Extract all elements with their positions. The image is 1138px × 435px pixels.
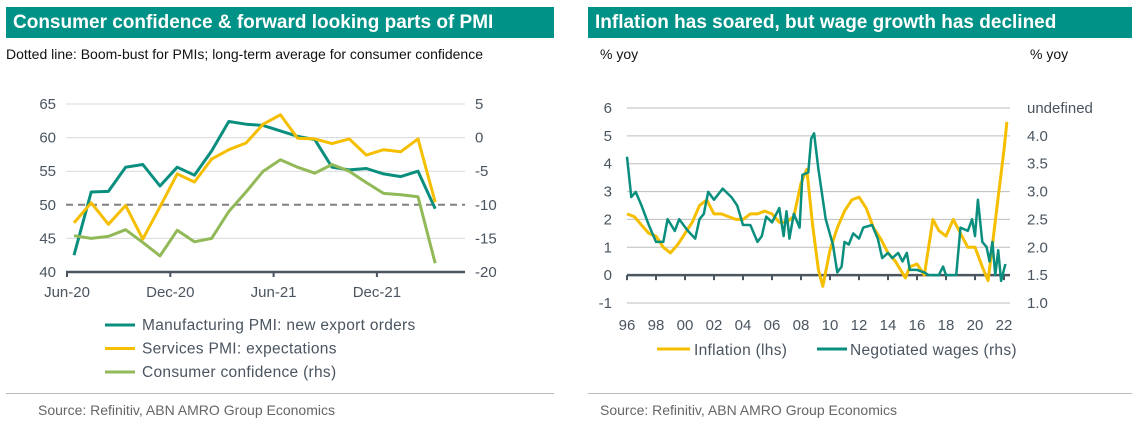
series-line-1 [72,120,437,256]
x-tick-label: 06 [764,317,781,334]
left-y-tick-label: 40 [39,264,56,281]
right-y-tick-label: 5 [475,96,483,113]
right-y-tick-label: 3.0 [1027,184,1048,201]
right-source: Source: Refinitiv, ABN AMRO Group Econom… [600,402,897,418]
x-tick-label: Jun-20 [44,284,90,301]
legend-label: Consumer confidence (rhs) [142,364,336,381]
right-rhs-unit: % yoy [1030,46,1069,62]
right-y-tick-label: 2.5 [1027,211,1048,228]
left-y-tick-label: 2 [604,211,612,228]
x-tick-label: Jun-21 [251,284,297,301]
right-y-tick-label: 1.0 [1027,295,1048,312]
series-line-1 [626,121,1009,288]
x-tick-label: 18 [938,317,955,334]
right-y-tick-label: -15 [475,230,497,247]
x-tick-label: 16 [909,317,926,334]
left-y-tick-label: 6 [604,100,612,117]
left-y-tick-label: 50 [39,197,56,214]
x-tick-label: Dec-21 [353,284,401,301]
left-source: Source: Refinitiv, ABN AMRO Group Econom… [38,402,335,418]
series-line-2 [72,113,437,241]
right-y-tick-label: 0 [475,130,483,147]
x-tick-label: 10 [822,317,839,334]
right-y-tick-label: 3.5 [1027,156,1048,173]
left-y-tick-label: 65 [39,96,56,113]
left-y-tick-label: -1 [599,295,612,312]
x-tick-label: 00 [677,317,694,334]
right-y-tick-label: -20 [475,264,497,281]
right-divider [588,393,1132,394]
left-y-tick-label: 1 [604,239,612,256]
legend-label: Inflation (lhs) [694,342,787,359]
series-line-3 [73,158,437,264]
left-y-tick-label: 5 [604,128,612,145]
left-y-tick-label: 3 [604,184,612,201]
x-tick-label: Dec-20 [146,284,194,301]
right-chart-title: Inflation has soared, but wage growth ha… [588,7,1132,38]
right-y-tick-label: undefined [1027,100,1093,117]
x-tick-label: 20 [967,317,984,334]
x-tick-label: 22 [996,317,1013,334]
x-tick-label: 08 [793,317,810,334]
series-line-2 [625,132,1007,283]
right-lhs-unit: % yoy [600,46,639,62]
right-y-tick-label: 2.0 [1027,239,1048,256]
legend-label: Negotiated wages (rhs) [850,342,1017,359]
left-y-tick-label: 60 [39,130,56,147]
x-tick-label: 12 [851,317,868,334]
x-tick-label: 96 [619,317,636,334]
right-y-tick-label: -5 [475,163,488,180]
x-tick-label: 02 [706,317,723,334]
left-divider [6,393,554,394]
x-tick-label: 14 [880,317,897,334]
left-chart-title: Consumer confidence & forward looking pa… [6,7,554,38]
right-y-tick-label: 1.5 [1027,267,1048,284]
right-y-tick-label: 4.0 [1027,128,1048,145]
legend-label: Manufacturing PMI: new export orders [142,317,416,334]
right-y-tick-label: -10 [475,197,497,214]
legend-label: Services PMI: expectations [142,341,337,358]
left-y-tick-label: 4 [604,156,612,173]
left-y-tick-label: 45 [39,230,56,247]
left-y-tick-label: 0 [604,267,612,284]
left-y-tick-label: 55 [39,163,56,180]
x-tick-label: 04 [735,317,752,334]
left-chart-subtitle: Dotted line: Boom-bust for PMIs; long-te… [6,46,483,62]
x-tick-label: 98 [648,317,665,334]
